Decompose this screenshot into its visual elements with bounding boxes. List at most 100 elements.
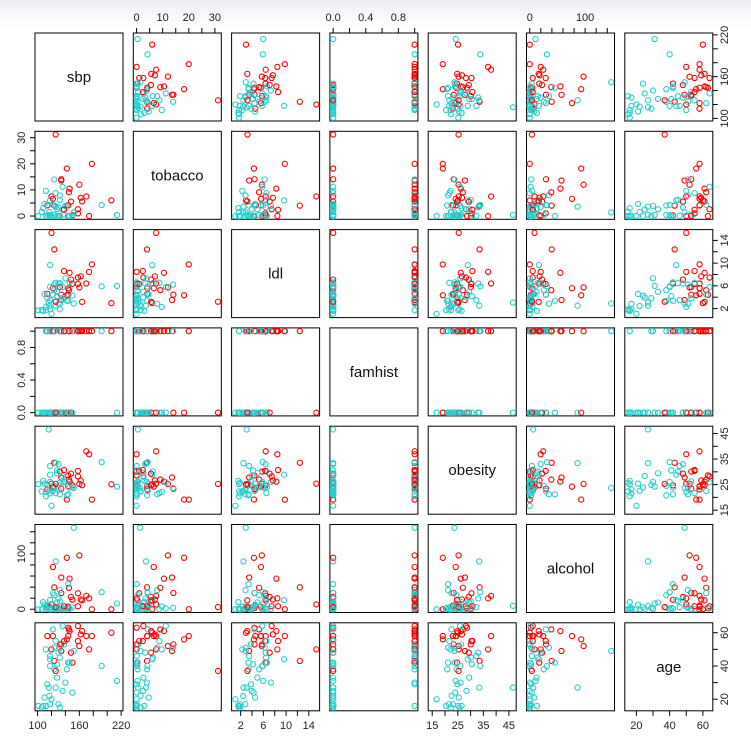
data-point-chd (568, 99, 576, 107)
data-point-no-chd (113, 483, 121, 490)
data-point-no-chd (59, 622, 66, 630)
data-point-chd (274, 88, 282, 96)
data-point-chd (76, 642, 83, 650)
tick-label: 25 (452, 720, 464, 732)
data-point-chd (696, 105, 703, 112)
data-point-chd (669, 596, 677, 603)
data-point-no-chd (65, 409, 72, 416)
data-point-chd (411, 285, 418, 292)
data-point-no-chd (542, 626, 550, 633)
data-point-chd (281, 496, 288, 503)
data-point-no-chd (55, 649, 62, 656)
panel-alcohol-vs-famhist (329, 524, 419, 613)
tick-label: 0.8 (16, 340, 28, 355)
data-point-chd (74, 280, 82, 288)
data-point-chd (455, 603, 462, 611)
data-point-no-chd (245, 580, 252, 588)
data-point-chd (661, 603, 668, 611)
data-point-no-chd (626, 477, 633, 485)
data-point-no-chd (411, 679, 418, 686)
data-point-no-chd (46, 283, 54, 291)
data-point-no-chd (543, 458, 551, 466)
data-point-no-chd (455, 606, 462, 613)
data-point-no-chd (551, 491, 559, 498)
data-point-chd (74, 328, 82, 335)
tick-label: 100 (28, 720, 46, 732)
data-point-chd (269, 477, 276, 484)
data-point-no-chd (509, 684, 517, 691)
data-point-chd (683, 212, 690, 220)
data-point-no-chd (411, 176, 418, 183)
data-point-no-chd (411, 662, 418, 670)
data-point-no-chd (530, 299, 537, 306)
data-point-no-chd (156, 637, 163, 645)
data-point-no-chd (62, 202, 69, 210)
data-point-no-chd (263, 659, 271, 666)
data-point-no-chd (673, 261, 680, 269)
data-point-chd (681, 474, 688, 481)
data-point-no-chd (442, 307, 450, 314)
data-point-chd (330, 632, 337, 640)
data-point-chd (411, 563, 418, 571)
data-point-chd (77, 273, 84, 280)
panel-sbp-vs-ldl (231, 32, 321, 122)
data-point-no-chd (526, 212, 533, 220)
tick-label: 20 (183, 12, 195, 24)
data-point-no-chd (51, 286, 58, 294)
data-point-no-chd (527, 183, 534, 190)
data-point-no-chd (530, 684, 537, 691)
data-point-no-chd (444, 644, 452, 651)
data-point-chd (262, 448, 269, 455)
data-point-no-chd (144, 51, 151, 58)
data-point-chd (48, 229, 55, 237)
data-point-no-chd (62, 275, 69, 282)
tick-label: 160 (70, 720, 88, 732)
data-point-no-chd (251, 108, 259, 115)
data-point-no-chd (280, 197, 288, 204)
data-point-no-chd (444, 659, 452, 666)
data-point-chd (274, 451, 281, 458)
data-point-no-chd (626, 205, 633, 212)
data-point-no-chd (330, 480, 337, 488)
data-point-no-chd (433, 212, 440, 220)
data-point-chd (701, 70, 708, 78)
data-point-chd (274, 206, 282, 213)
data-point-no-chd (98, 458, 105, 466)
data-point-chd (454, 627, 461, 635)
data-point-chd (487, 280, 495, 287)
data-point-no-chd (703, 99, 710, 107)
data-point-chd (557, 328, 564, 335)
data-point-chd (411, 60, 418, 68)
data-point-no-chd (149, 471, 156, 478)
data-point-chd (274, 212, 281, 220)
tick-label: 10 (280, 720, 292, 732)
tick-label: 30 (16, 132, 28, 144)
data-point-no-chd (530, 426, 537, 433)
data-point-chd (214, 298, 222, 305)
data-point-no-chd (69, 292, 76, 299)
data-point-no-chd (162, 90, 169, 97)
data-point-no-chd (666, 102, 673, 110)
data-point-no-chd (59, 294, 66, 301)
data-point-no-chd (52, 302, 59, 309)
data-point-chd (281, 160, 288, 167)
data-point-no-chd (651, 600, 658, 607)
data-point-chd (537, 268, 544, 276)
data-point-no-chd (260, 409, 267, 416)
data-point-no-chd (574, 97, 581, 104)
data-point-no-chd (626, 598, 633, 606)
tick-label: 20 (16, 158, 28, 170)
data-point-no-chd (149, 656, 156, 663)
data-point-chd (140, 274, 147, 281)
data-point-no-chd (540, 98, 548, 105)
data-point-no-chd (679, 280, 687, 287)
data-point-chd (693, 292, 700, 299)
data-point-chd (465, 593, 472, 601)
data-point-chd (661, 480, 668, 487)
panel-frame (34, 32, 124, 122)
data-point-no-chd (133, 293, 140, 300)
data-point-chd (439, 328, 446, 335)
data-point-chd (88, 261, 96, 268)
data-point-chd (580, 181, 587, 188)
data-point-chd (268, 603, 275, 610)
